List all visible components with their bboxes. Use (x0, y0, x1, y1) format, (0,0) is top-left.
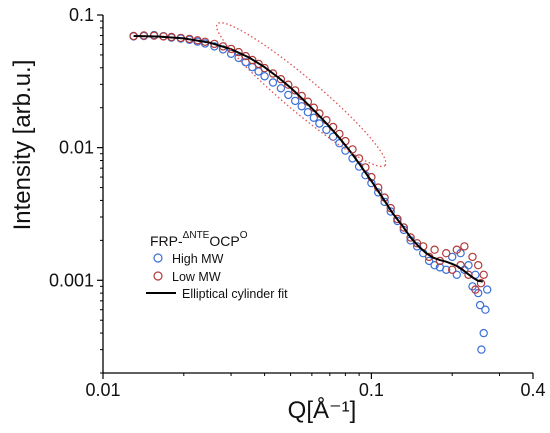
data-point-1-15 (254, 59, 263, 69)
annotation-ellipse-0 (215, 22, 387, 168)
fit-line (133, 35, 483, 283)
y-tick-label-0: 0.1 (69, 5, 94, 25)
data-point-1-52 (474, 261, 483, 270)
plot-area (129, 22, 492, 354)
data-point-0-49 (464, 261, 473, 270)
data-point-0-56 (481, 305, 490, 314)
data-point-1-14 (248, 55, 257, 65)
data-point-1-19 (284, 80, 293, 89)
data-point-0-45 (448, 252, 457, 262)
data-point-1-54 (479, 270, 488, 279)
x-tick-label-2: 0.4 (520, 380, 545, 400)
data-point-1-36 (393, 214, 402, 224)
data-point-1-17 (268, 69, 278, 78)
legend-marker-low-mw (153, 271, 163, 281)
y-axis-title: Intensity [arb.u.] (9, 60, 36, 231)
x-axis-title: Q[Å⁻¹] (288, 396, 357, 424)
data-point-1-53 (476, 279, 486, 288)
data-point-1-45 (448, 265, 457, 274)
data-point-1-49 (464, 270, 473, 279)
y-tick-label-1: 0.01 (59, 138, 94, 158)
data-point-1-20 (291, 86, 300, 95)
data-point-0-39 (412, 242, 422, 251)
data-point-1-38 (406, 233, 415, 242)
data-point-0-41 (424, 256, 434, 266)
data-point-1-48 (460, 242, 469, 251)
data-point-0-22 (303, 107, 313, 117)
x-tick-label-1: 0.1 (359, 380, 384, 400)
data-point-0-55 (479, 328, 488, 338)
data-point-0-42 (430, 261, 439, 270)
data-point-0-16 (260, 72, 269, 81)
data-point-1-50 (468, 252, 477, 262)
legend-label-high-mw: High MW (172, 252, 224, 266)
data-point-0-23 (309, 113, 318, 123)
legend-item-high-mw: High MW (153, 252, 224, 266)
data-point-0-35 (386, 207, 395, 216)
x-tick-label-0: 0.01 (85, 380, 120, 400)
data-point-0-57 (483, 285, 492, 294)
data-point-1-13 (241, 51, 250, 61)
data-point-0-54 (477, 345, 486, 354)
data-point-0-17 (268, 78, 278, 87)
data-point-1-46 (452, 245, 461, 254)
data-point-0-24 (315, 119, 324, 128)
data-point-0-34 (380, 197, 389, 207)
legend-item-fit: Elliptical cylinder fit (146, 287, 288, 301)
data-point-1-51 (471, 285, 480, 294)
data-point-1-18 (276, 74, 286, 84)
y-tick-label-2: 0.001 (49, 270, 94, 290)
data-point-0-20 (291, 96, 300, 106)
data-point-0-53 (475, 300, 485, 310)
legend-label-low-mw: Low MW (172, 270, 221, 284)
data-point-0-46 (452, 270, 461, 279)
data-point-1-37 (399, 223, 408, 232)
legend-marker-high-mw (153, 253, 163, 263)
data-point-1-42 (430, 245, 439, 254)
legend-label-fit: Elliptical cylinder fit (182, 287, 288, 301)
data-point-0-33 (374, 188, 383, 197)
data-point-0-21 (297, 102, 306, 111)
legend: FRP-ΔNTEOCPO High MW Low MW Elliptical c… (146, 230, 288, 301)
data-point-0-9 (210, 42, 219, 51)
data-point-0-18 (276, 84, 286, 93)
data-point-0-19 (284, 90, 293, 100)
data-point-0-25 (322, 125, 331, 135)
axes: 0.01 0.1 0.4 0.1 0.01 0.001 (49, 5, 546, 400)
data-point-0-44 (442, 265, 451, 274)
data-point-1-16 (260, 63, 269, 73)
legend-title: FRP-ΔNTEOCPO (150, 230, 248, 249)
legend-item-low-mw: Low MW (153, 270, 221, 284)
data-point-1-44 (442, 248, 451, 258)
